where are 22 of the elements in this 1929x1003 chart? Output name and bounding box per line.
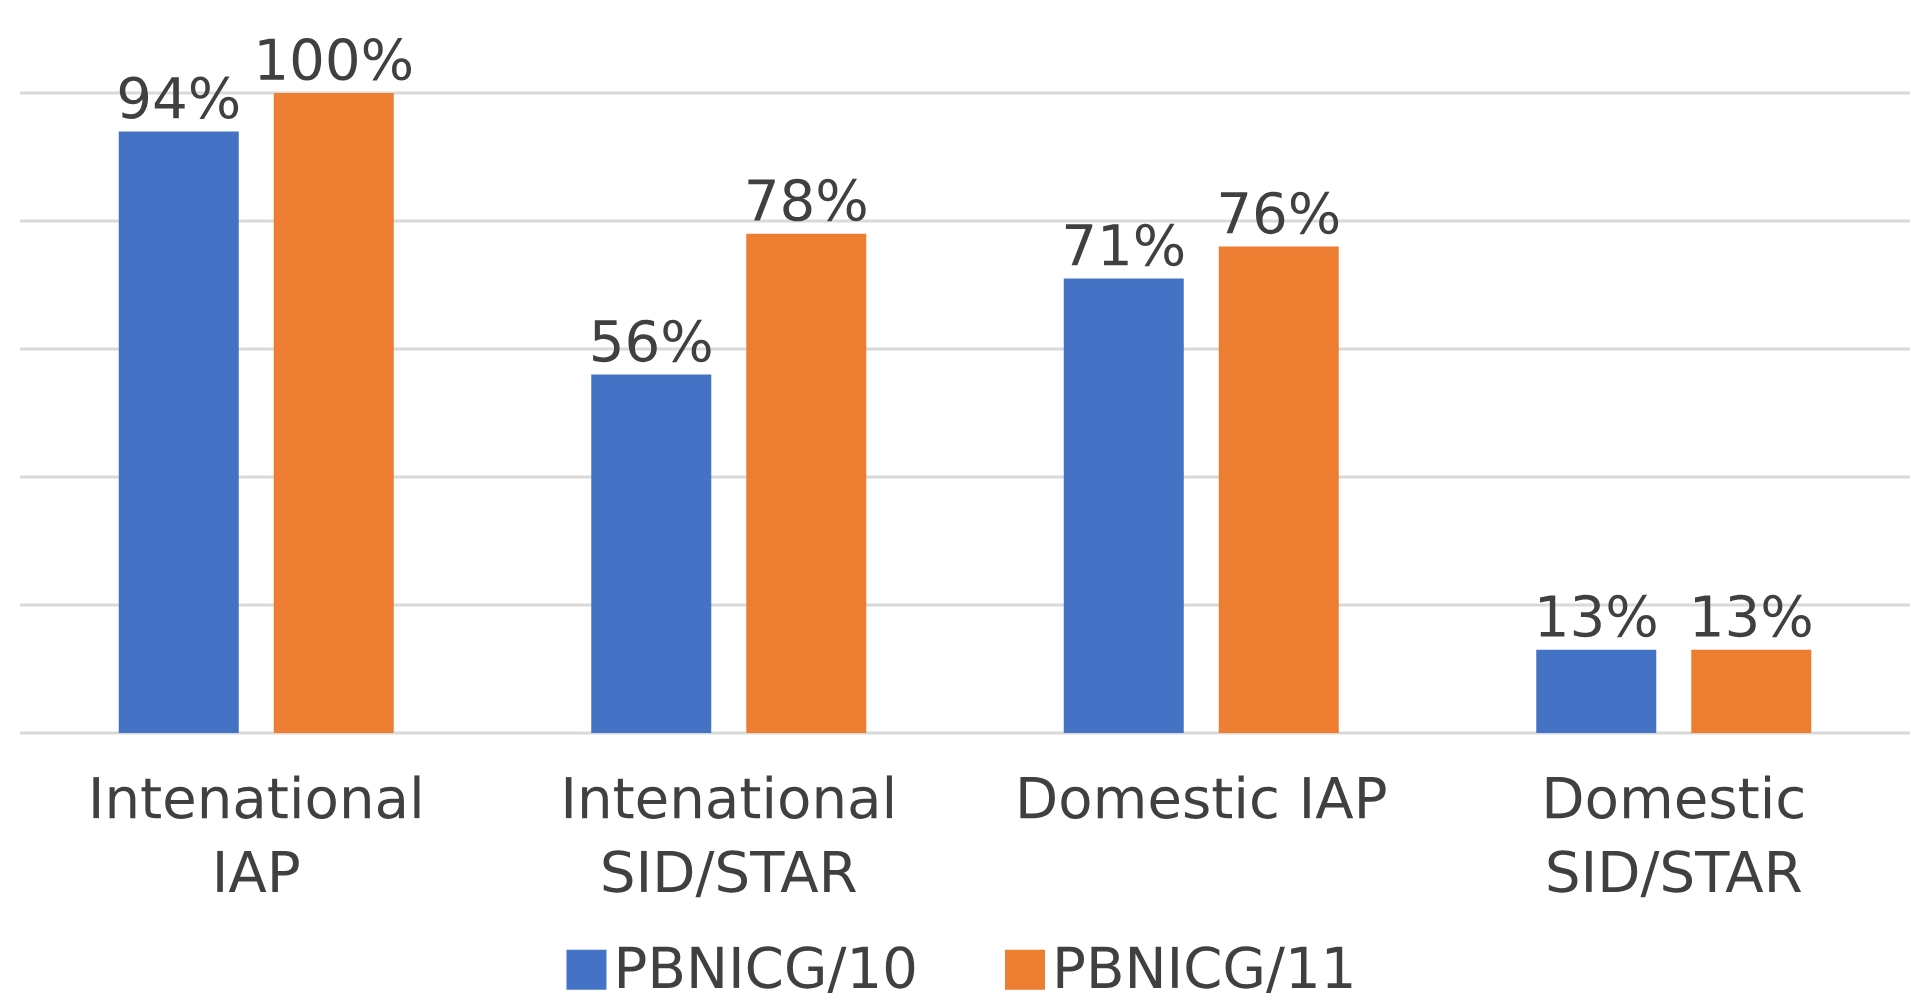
data-label: 76% — [1220, 191, 1339, 235]
data-label: 13% — [1694, 594, 1811, 638]
data-label: 56% — [593, 319, 711, 363]
bar — [746, 233, 867, 733]
x-tick-label: Intenational SID/STAR — [565, 775, 892, 898]
bar — [1536, 649, 1657, 733]
bar — [591, 374, 712, 733]
data-label: 78% — [748, 178, 866, 222]
legend-label: PBNICG/11 — [1057, 946, 1352, 994]
legend-label: PBNICG/10 — [619, 946, 915, 994]
bar — [1691, 649, 1812, 733]
x-tick-label: Domestic SID/STAR — [1546, 775, 1803, 898]
bar — [1218, 246, 1339, 733]
data-label: 100% — [259, 38, 411, 81]
bar — [273, 92, 394, 733]
data-label: 13% — [1539, 594, 1656, 638]
data-label: 94% — [119, 76, 239, 119]
bar — [1063, 278, 1184, 733]
data-label: 71% — [1065, 223, 1184, 267]
bar — [118, 131, 239, 733]
x-tick-label: Intenational IAP — [93, 775, 420, 892]
x-tick-label: Domestic IAP — [1020, 775, 1386, 819]
